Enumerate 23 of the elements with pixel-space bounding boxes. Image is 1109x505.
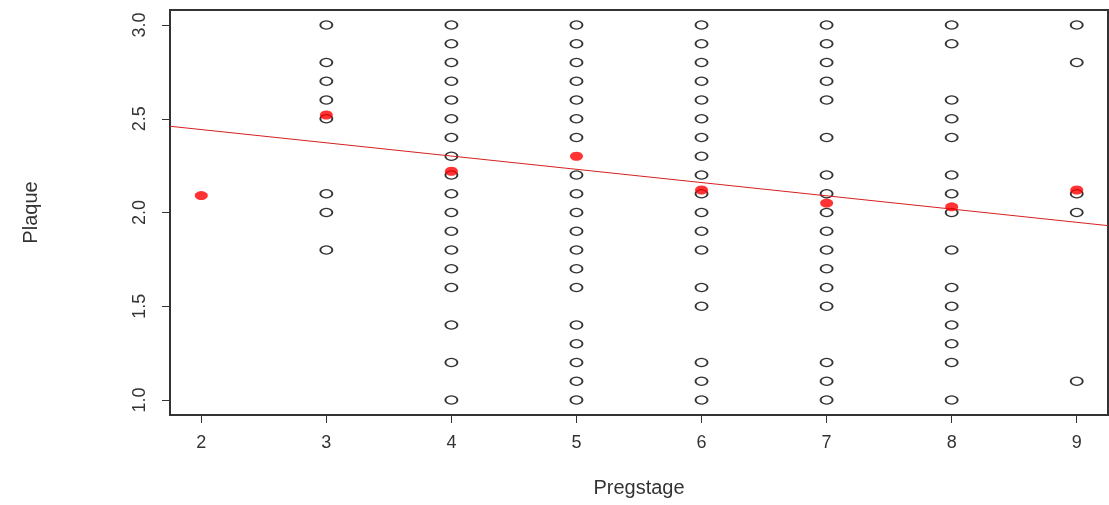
y-tick-label: 2.0 xyxy=(129,199,149,226)
point xyxy=(945,202,959,212)
y-tick-label: 1.0 xyxy=(129,387,149,413)
x-tick-label: 8 xyxy=(946,432,957,452)
x-tick-label: 2 xyxy=(196,432,207,452)
x-tick-label: 3 xyxy=(321,432,332,452)
y-tick-label: 3.0 xyxy=(129,12,149,38)
x-tick-label: 6 xyxy=(696,432,707,452)
x-tick-label: 4 xyxy=(446,432,457,452)
x-tick-label: 9 xyxy=(1071,432,1082,452)
x-axis-title: Pregstage xyxy=(593,476,685,498)
y-axis-title: Plaque xyxy=(19,181,41,244)
point xyxy=(820,198,834,208)
x-tick-label: 7 xyxy=(821,432,832,452)
x-tick-label: 5 xyxy=(571,432,582,452)
point xyxy=(444,166,458,176)
point xyxy=(194,191,208,201)
point xyxy=(319,110,333,120)
point xyxy=(1070,185,1084,195)
y-tick-label: 1.5 xyxy=(129,293,149,319)
point xyxy=(569,151,583,161)
y-tick-label: 2.5 xyxy=(129,106,149,132)
point xyxy=(695,185,709,195)
